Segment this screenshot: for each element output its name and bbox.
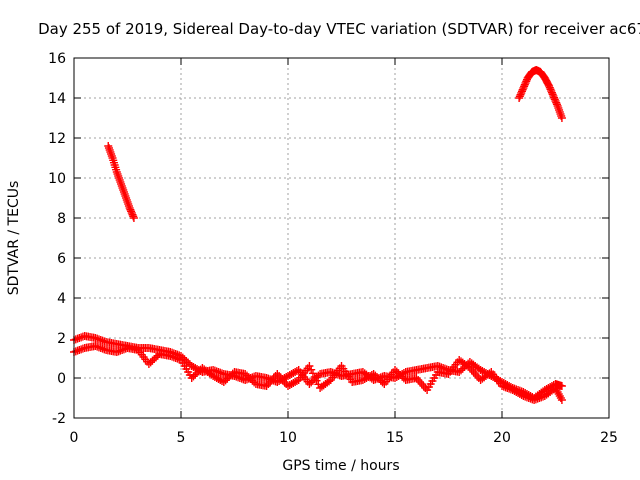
data-point <box>517 391 526 399</box>
data-point <box>557 396 566 404</box>
data-point <box>471 370 480 378</box>
y-tick-label: 16 <box>48 51 66 67</box>
x-tick-label: 20 <box>493 430 511 446</box>
data-point <box>415 378 424 386</box>
data-point <box>557 382 566 390</box>
data-point <box>308 369 317 378</box>
data-point <box>421 384 430 392</box>
data-point <box>129 212 138 221</box>
data-point <box>228 369 237 378</box>
data-point <box>267 376 276 384</box>
x-tick-label: 25 <box>600 430 618 446</box>
data-point <box>399 374 408 383</box>
data-point <box>153 351 162 360</box>
data-point <box>305 362 314 370</box>
chart-title: Day 255 of 2019, Sidereal Day-to-day VTE… <box>38 20 640 38</box>
data-point <box>312 376 321 385</box>
data-point <box>262 382 271 390</box>
y-tick-label: 0 <box>57 371 66 387</box>
y-tick-label: 2 <box>57 331 66 347</box>
x-axis-label: GPS time / hours <box>282 458 399 474</box>
y-tick-label: 8 <box>57 211 66 227</box>
y-axis-label: SDTVAR / TECUs <box>6 181 22 296</box>
series-satellite-arc-1 <box>104 142 138 222</box>
data-point <box>325 377 334 386</box>
y-tick-label: 4 <box>57 291 66 307</box>
x-tick-label: 10 <box>279 430 297 446</box>
y-tick-label: 6 <box>57 251 66 267</box>
data-point <box>419 382 428 390</box>
data-point <box>552 100 561 109</box>
data-point <box>292 367 301 375</box>
y-tick-label: 14 <box>48 91 66 107</box>
series-secondary-band <box>70 342 566 404</box>
data-point <box>412 374 421 382</box>
data-point <box>414 376 423 384</box>
x-tick-label: 0 <box>70 430 79 446</box>
series-main-band <box>70 332 566 402</box>
data-point <box>557 114 566 122</box>
data-point <box>485 369 494 378</box>
data-point <box>310 373 319 381</box>
y-tick-label: 12 <box>48 131 66 147</box>
data-point <box>307 365 316 374</box>
data-point <box>417 380 426 388</box>
plot-frame <box>73 57 610 419</box>
x-tick-label: 5 <box>177 430 186 446</box>
data-point <box>129 214 138 222</box>
series-satellite-arc-2 <box>515 66 566 122</box>
y-tick-label: 10 <box>48 171 66 187</box>
data-point <box>273 370 282 378</box>
y-tick-label: -2 <box>52 411 66 427</box>
x-tick-label: 15 <box>386 430 404 446</box>
data-points <box>70 66 566 404</box>
